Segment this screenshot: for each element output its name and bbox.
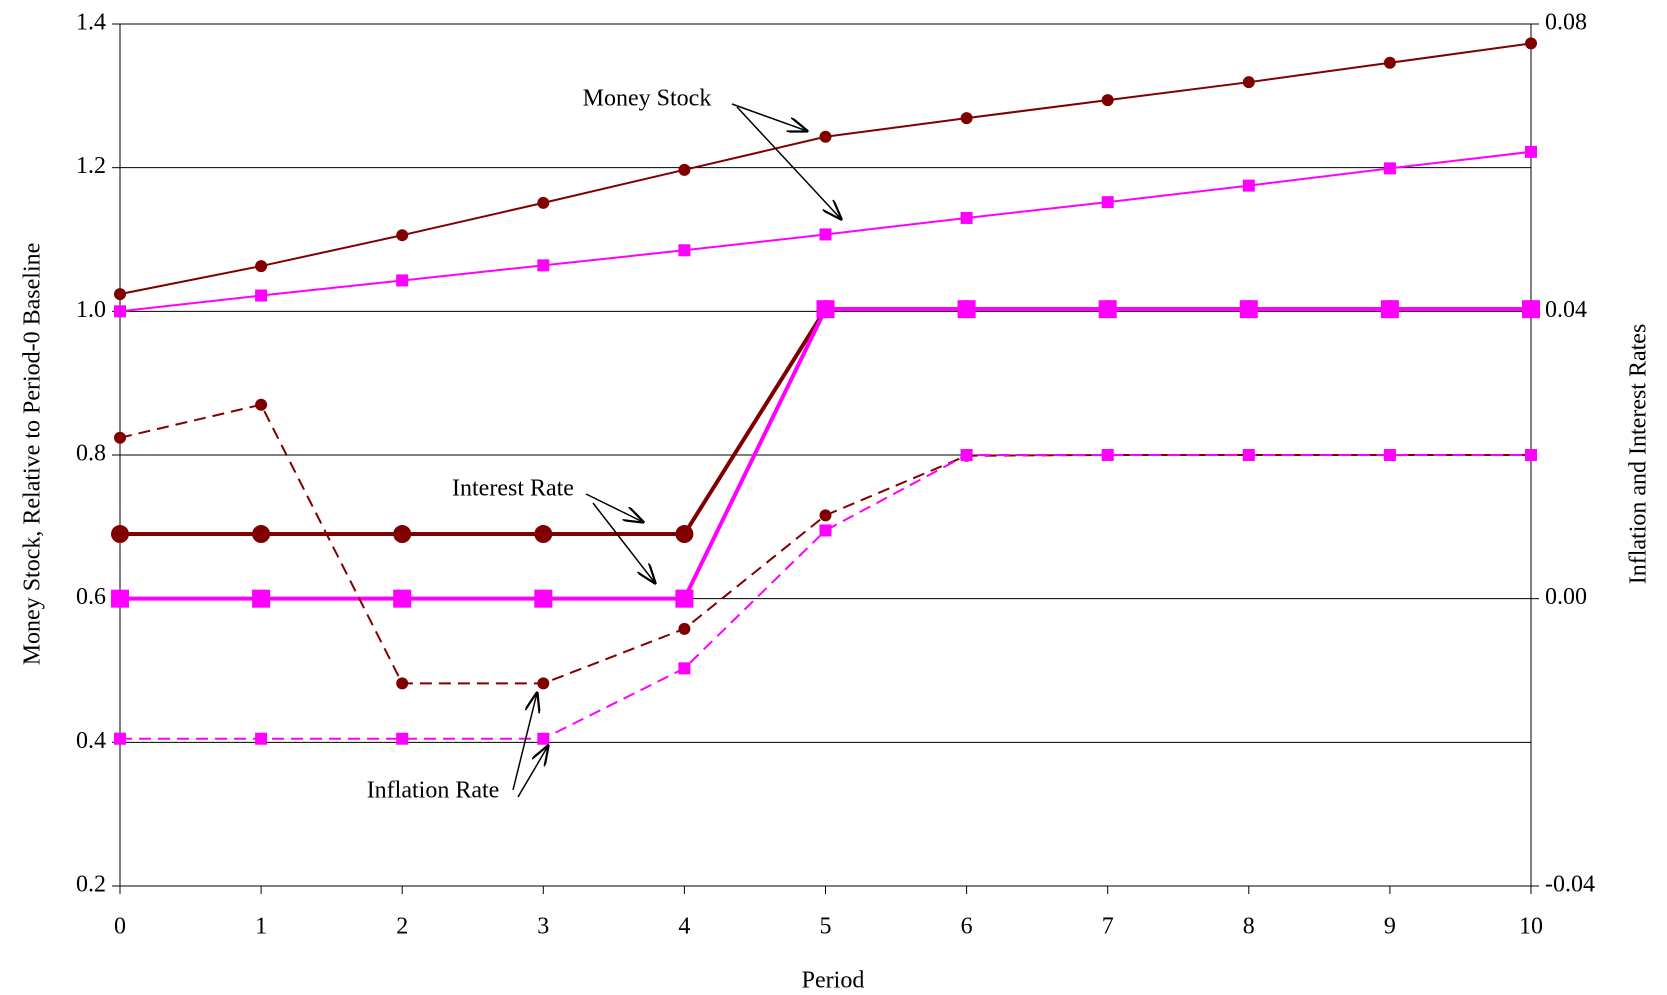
y-tick-label: 1.4 xyxy=(76,10,106,36)
arrow xyxy=(731,103,807,131)
point xyxy=(114,305,126,318)
point xyxy=(816,300,835,319)
x-tick-label: 3 xyxy=(537,914,549,940)
y2-tick-label: 0.00 xyxy=(1545,584,1587,610)
y-tick-label: 0.8 xyxy=(76,441,106,467)
arrow xyxy=(736,106,841,219)
x-tick-label: 8 xyxy=(1243,914,1255,940)
point xyxy=(114,288,126,301)
y-tick-label: 0.4 xyxy=(76,728,106,754)
x-tick-label: 2 xyxy=(396,914,408,940)
y2-tick-label: 0.04 xyxy=(1545,297,1587,323)
point xyxy=(111,589,129,608)
point xyxy=(960,112,973,125)
series-line xyxy=(119,403,1531,685)
annotation: Inflation Rate xyxy=(367,778,500,804)
point xyxy=(1380,300,1399,319)
point xyxy=(678,163,691,176)
point xyxy=(1239,300,1258,319)
point xyxy=(1101,196,1114,209)
point xyxy=(1525,449,1537,461)
annotation: Interest Rate xyxy=(452,476,574,502)
point xyxy=(960,449,973,461)
point xyxy=(393,525,412,544)
point xyxy=(957,300,976,319)
x-tick-label: 1 xyxy=(255,914,267,940)
point xyxy=(678,662,691,675)
point xyxy=(393,589,412,608)
point xyxy=(1525,37,1537,50)
point xyxy=(396,732,409,745)
y-axis-label: Money Stock, Relative to Period-0 Baseli… xyxy=(20,243,46,666)
point xyxy=(819,228,832,241)
y2-tick-label: 0.08 xyxy=(1545,10,1587,36)
point xyxy=(1242,76,1255,89)
point xyxy=(819,524,832,537)
y-tick-label: 1.2 xyxy=(76,153,106,179)
point xyxy=(1101,94,1114,107)
series-line xyxy=(119,42,1532,296)
point xyxy=(537,677,550,690)
point xyxy=(1101,449,1114,461)
y-tick-label: 1.0 xyxy=(76,297,106,323)
point xyxy=(255,732,268,745)
point xyxy=(1522,300,1540,319)
point xyxy=(1242,449,1255,461)
point xyxy=(534,589,553,608)
point xyxy=(255,289,268,302)
point xyxy=(537,732,550,745)
y2-tick-label: -0.04 xyxy=(1545,872,1595,898)
arrow xyxy=(592,502,655,583)
series-line xyxy=(120,307,1531,537)
point xyxy=(396,677,409,690)
point xyxy=(1098,300,1117,319)
point xyxy=(675,589,694,608)
point xyxy=(678,244,691,257)
series-line xyxy=(120,454,1531,740)
y-tick-label: 0.6 xyxy=(76,584,106,610)
point xyxy=(114,431,126,444)
x-tick-label: 0 xyxy=(114,914,126,940)
point xyxy=(819,509,832,522)
point xyxy=(537,259,550,272)
point xyxy=(675,525,694,544)
point xyxy=(1383,56,1396,69)
point xyxy=(1242,179,1255,192)
x-tick-label: 9 xyxy=(1384,914,1396,940)
point xyxy=(1525,145,1537,158)
x-tick-label: 7 xyxy=(1102,914,1114,940)
point xyxy=(252,589,271,608)
arrow xyxy=(512,693,537,791)
x-tick-label: 6 xyxy=(961,914,973,940)
x-axis-label: Period xyxy=(802,968,865,994)
arrow xyxy=(585,493,643,522)
x-tick-label: 10 xyxy=(1519,914,1543,940)
arrow xyxy=(517,746,548,798)
point xyxy=(114,732,126,745)
point xyxy=(252,525,271,544)
point xyxy=(111,525,129,544)
y2-axis-label: Inflation and Interest Rates xyxy=(1626,324,1652,585)
point xyxy=(534,525,553,544)
point xyxy=(255,260,268,273)
x-tick-label: 5 xyxy=(820,914,832,940)
point xyxy=(678,622,691,635)
annotation: Money Stock xyxy=(583,86,712,112)
point xyxy=(255,398,268,411)
point xyxy=(960,211,973,224)
point xyxy=(396,229,409,242)
point xyxy=(1383,162,1396,175)
point xyxy=(396,274,409,287)
point xyxy=(1383,449,1396,461)
point xyxy=(537,196,550,209)
point xyxy=(819,130,832,143)
series-line xyxy=(120,307,1531,601)
x-tick-label: 4 xyxy=(678,914,690,940)
y-tick-label: 0.2 xyxy=(76,872,106,898)
